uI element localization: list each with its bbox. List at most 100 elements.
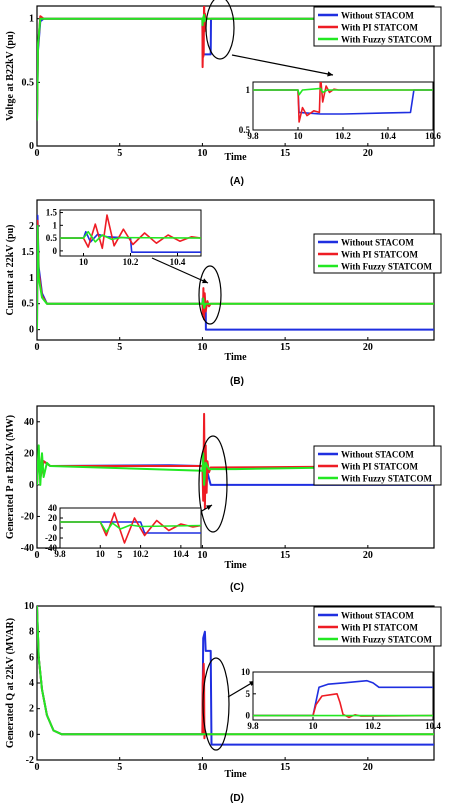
chart-b-inset-xtick-label: 10.4 xyxy=(170,257,186,267)
chart-a-ytick-label: 0.5 xyxy=(22,77,35,88)
chart-d-xtick-label: 0 xyxy=(35,762,40,773)
chart-b-inset-ytick-label: 0 xyxy=(53,246,58,256)
chart-a-inset-xtick-label: 10.4 xyxy=(380,131,396,141)
chart-c-xtick-label: 15 xyxy=(280,550,290,561)
chart-c-inset-ytick-label: 20 xyxy=(48,513,58,523)
legend-label-fuzzy: With Fuzzy STATCOM xyxy=(341,635,433,645)
chart-a-xtick-label: 5 xyxy=(117,148,122,159)
chart-d-inset-ytick-label: 5 xyxy=(246,689,251,699)
chart-b-ytick-label: 0.5 xyxy=(22,299,35,310)
chart-c-ytick-label: 20 xyxy=(24,448,34,459)
chart-c-inset-series-fuzzy xyxy=(60,521,201,533)
chart-b-xtick-label: 0 xyxy=(35,342,40,353)
panel-label-d: (D) xyxy=(230,793,244,804)
chart-c-inset-xtick-label: 10.2 xyxy=(133,549,149,559)
chart-d-inset: 9.8 10 10.2 10.4 0 5 10 xyxy=(241,667,441,731)
panel-label-c: (C) xyxy=(230,582,244,593)
chart-a-inset-ytick-label: 1 xyxy=(246,85,251,95)
chart-b-zoom-arrowhead xyxy=(202,278,208,284)
chart-b-ytick-label: 0 xyxy=(29,325,34,336)
chart-a-zoom-arrow xyxy=(231,54,334,76)
chart-d-zoom-ellipse xyxy=(202,657,230,751)
chart-a-inset-xtick-label: 9.8 xyxy=(247,131,259,141)
chart-d-ytick-label: -2 xyxy=(26,755,34,766)
chart-c-zoom-ellipse xyxy=(198,435,228,533)
legend-label-without: Without STACOM xyxy=(341,611,414,621)
chart-d-inset-xtick-label: 10.4 xyxy=(425,721,441,731)
chart-b-inset-xtick-label: 10.2 xyxy=(123,257,139,267)
chart-c-inset-xtick-label: 9.8 xyxy=(54,549,66,559)
chart-c-ylabel: Generated P at B22kV (MW) xyxy=(5,415,16,539)
chart-c-inset-ytick-label: -40 xyxy=(45,543,57,553)
chart-c-ytick-label: 0 xyxy=(29,480,34,491)
legend-label-fuzzy: With Fuzzy STATCOM xyxy=(341,262,433,272)
chart-b-inset-ytick-label: 1.5 xyxy=(46,208,58,218)
chart-d-xtick-label: 15 xyxy=(280,762,290,773)
chart-d-series-fuzzy xyxy=(37,606,434,736)
chart-d-inset-ytick-label: 10 xyxy=(241,667,251,677)
chart-c-xtick-label: 5 xyxy=(117,550,122,561)
chart-a-inset-xtick-label: 10 xyxy=(294,131,304,141)
chart-c-xtick-label: 20 xyxy=(363,550,373,561)
legend-label-fuzzy: With Fuzzy STATCOM xyxy=(341,474,433,484)
chart-c-ytick-label: -20 xyxy=(21,511,34,522)
chart-d-ytick-label: 8 xyxy=(29,627,34,638)
chart-d-xlabel: Time xyxy=(224,769,247,780)
chart-c-inset-ytick-label: -20 xyxy=(45,533,57,543)
chart-a-xtick-label: 0 xyxy=(35,148,40,159)
chart-d-xtick-label: 5 xyxy=(117,762,122,773)
chart-d-inset-xtick-label: 10.2 xyxy=(365,721,381,731)
chart-a-xtick-label: 15 xyxy=(280,148,290,159)
chart-b-ytick-label: 1.5 xyxy=(22,247,35,258)
chart-c-inset-xtick-label: 10.4 xyxy=(173,549,189,559)
chart-d-ytick-label: 2 xyxy=(29,704,34,715)
legend-label-pi: With PI STATCOM xyxy=(341,250,419,260)
chart-b-zoom-ellipse xyxy=(198,265,222,325)
chart-b-inset-xtick-label: 10 xyxy=(79,257,89,267)
chart-d-xtick-label: 20 xyxy=(363,762,373,773)
chart-b-ytick-label: 2 xyxy=(29,221,34,232)
chart-b-inset-ytick-label: 0.5 xyxy=(46,233,58,243)
chart-b-xlabel: Time xyxy=(224,352,247,363)
chart-c-inset-xtick-label: 10 xyxy=(96,549,106,559)
legend-label-pi: With PI STATCOM xyxy=(341,623,419,633)
chart-b-inset: 10 10.2 10.4 0 0.5 1 1.5 xyxy=(46,208,202,267)
chart-c-xtick-label: 10 xyxy=(197,550,207,561)
panel-label-a: (A) xyxy=(230,176,244,187)
chart-c-series-fuzzy xyxy=(37,444,434,486)
chart-a-series-fuzzy xyxy=(37,13,434,121)
legend-label-pi: With PI STATCOM xyxy=(341,462,419,472)
chart-b-legend: Without STACOM With PI STATCOM With Fuzzy … xyxy=(313,233,442,274)
chart-c-legend: Without STACOM With PI STATCOM With Fuzzy … xyxy=(313,445,442,486)
chart-b-xtick-label: 5 xyxy=(117,342,122,353)
chart-c-inset-ytick-label: 40 xyxy=(48,503,58,513)
chart-a-inset-ytick-label: 0.5 xyxy=(239,125,251,135)
chart-a-xlabel: Time xyxy=(224,152,247,163)
chart-b-inset-series-fuzzy xyxy=(60,230,201,243)
chart-a-xtick-label: 10 xyxy=(197,148,207,159)
chart-c-zoom-arrowhead xyxy=(206,505,212,510)
legend-label-pi: With PI STATCOM xyxy=(341,23,419,33)
chart-d-inset-xtick-label: 10 xyxy=(309,721,319,731)
chart-a-inset: 9.8 10 10.2 10.4 10.6 0.5 1 xyxy=(239,81,441,141)
chart-d-inset-ytick-label: 0 xyxy=(246,711,251,721)
chart-a-ylabel: Voltge at B22kV (pu) xyxy=(5,31,16,121)
legend-label-fuzzy: With Fuzzy STATCOM xyxy=(341,35,433,45)
chart-d-ytick-label: 0 xyxy=(29,729,34,740)
chart-b-xtick-label: 10 xyxy=(197,342,207,353)
legend-label-without: Without STACOM xyxy=(341,450,414,460)
chart-a-legend: Without STACOM With PI STATCOM With Fuzzy … xyxy=(313,6,442,47)
chart-b-zoom-arrow xyxy=(151,257,209,284)
chart-a-inset-xtick-label: 10.2 xyxy=(335,131,351,141)
chart-c-inset-ytick-label: 0 xyxy=(53,523,58,533)
chart-b-inset-frame xyxy=(59,209,202,257)
legend-label-without: Without STACOM xyxy=(341,238,414,248)
chart-d-ytick-label: 4 xyxy=(29,678,34,689)
chart-d-ylabel: Generated Q at 22kV (MVAR) xyxy=(5,618,16,748)
chart-b-xtick-label: 20 xyxy=(363,342,373,353)
chart-b-inset-series-pi xyxy=(60,214,201,250)
